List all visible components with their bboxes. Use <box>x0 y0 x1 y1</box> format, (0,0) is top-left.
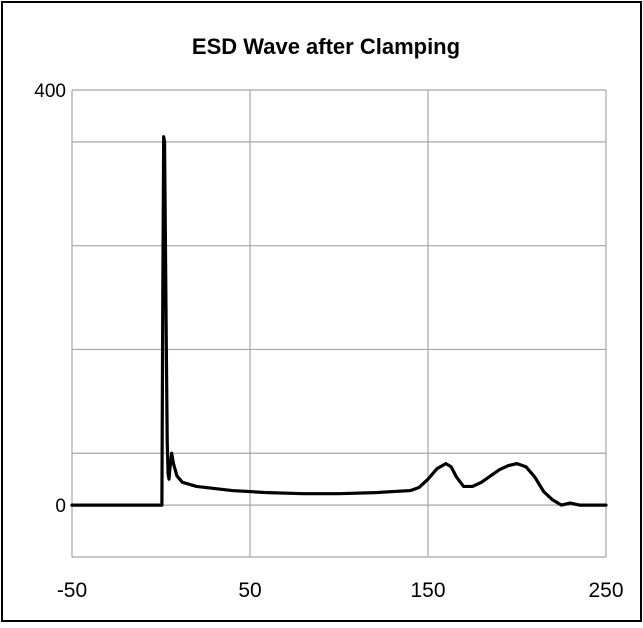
x-tick-label: 50 <box>238 579 261 602</box>
x-tick-label: 150 <box>410 579 445 602</box>
x-tick-label: 250 <box>588 579 623 602</box>
series-layer <box>70 135 608 507</box>
tick-label-layer: -50 50 150 250 0 400 <box>34 81 623 602</box>
chart-title: ESD Wave after Clamping <box>192 34 460 59</box>
y-tick-label: 0 <box>55 496 66 517</box>
x-tick-label: -50 <box>57 579 87 602</box>
y-tick-label: 400 <box>34 81 66 102</box>
series-line <box>70 135 608 507</box>
